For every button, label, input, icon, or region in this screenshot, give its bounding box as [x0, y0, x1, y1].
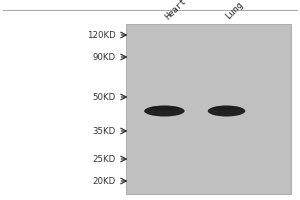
Text: 25KD: 25KD	[92, 154, 116, 164]
Text: 50KD: 50KD	[92, 92, 116, 102]
Bar	[126, 24, 291, 194]
Text: Lung: Lung	[224, 0, 245, 21]
Ellipse shape	[208, 106, 245, 116]
Text: 90KD: 90KD	[92, 52, 116, 62]
Text: 20KD: 20KD	[92, 176, 116, 186]
Ellipse shape	[144, 106, 185, 116]
Text: Heart: Heart	[164, 0, 188, 21]
Ellipse shape	[212, 106, 241, 111]
Ellipse shape	[149, 106, 180, 111]
Text: 35KD: 35KD	[92, 127, 116, 136]
Text: 120KD: 120KD	[87, 30, 116, 40]
